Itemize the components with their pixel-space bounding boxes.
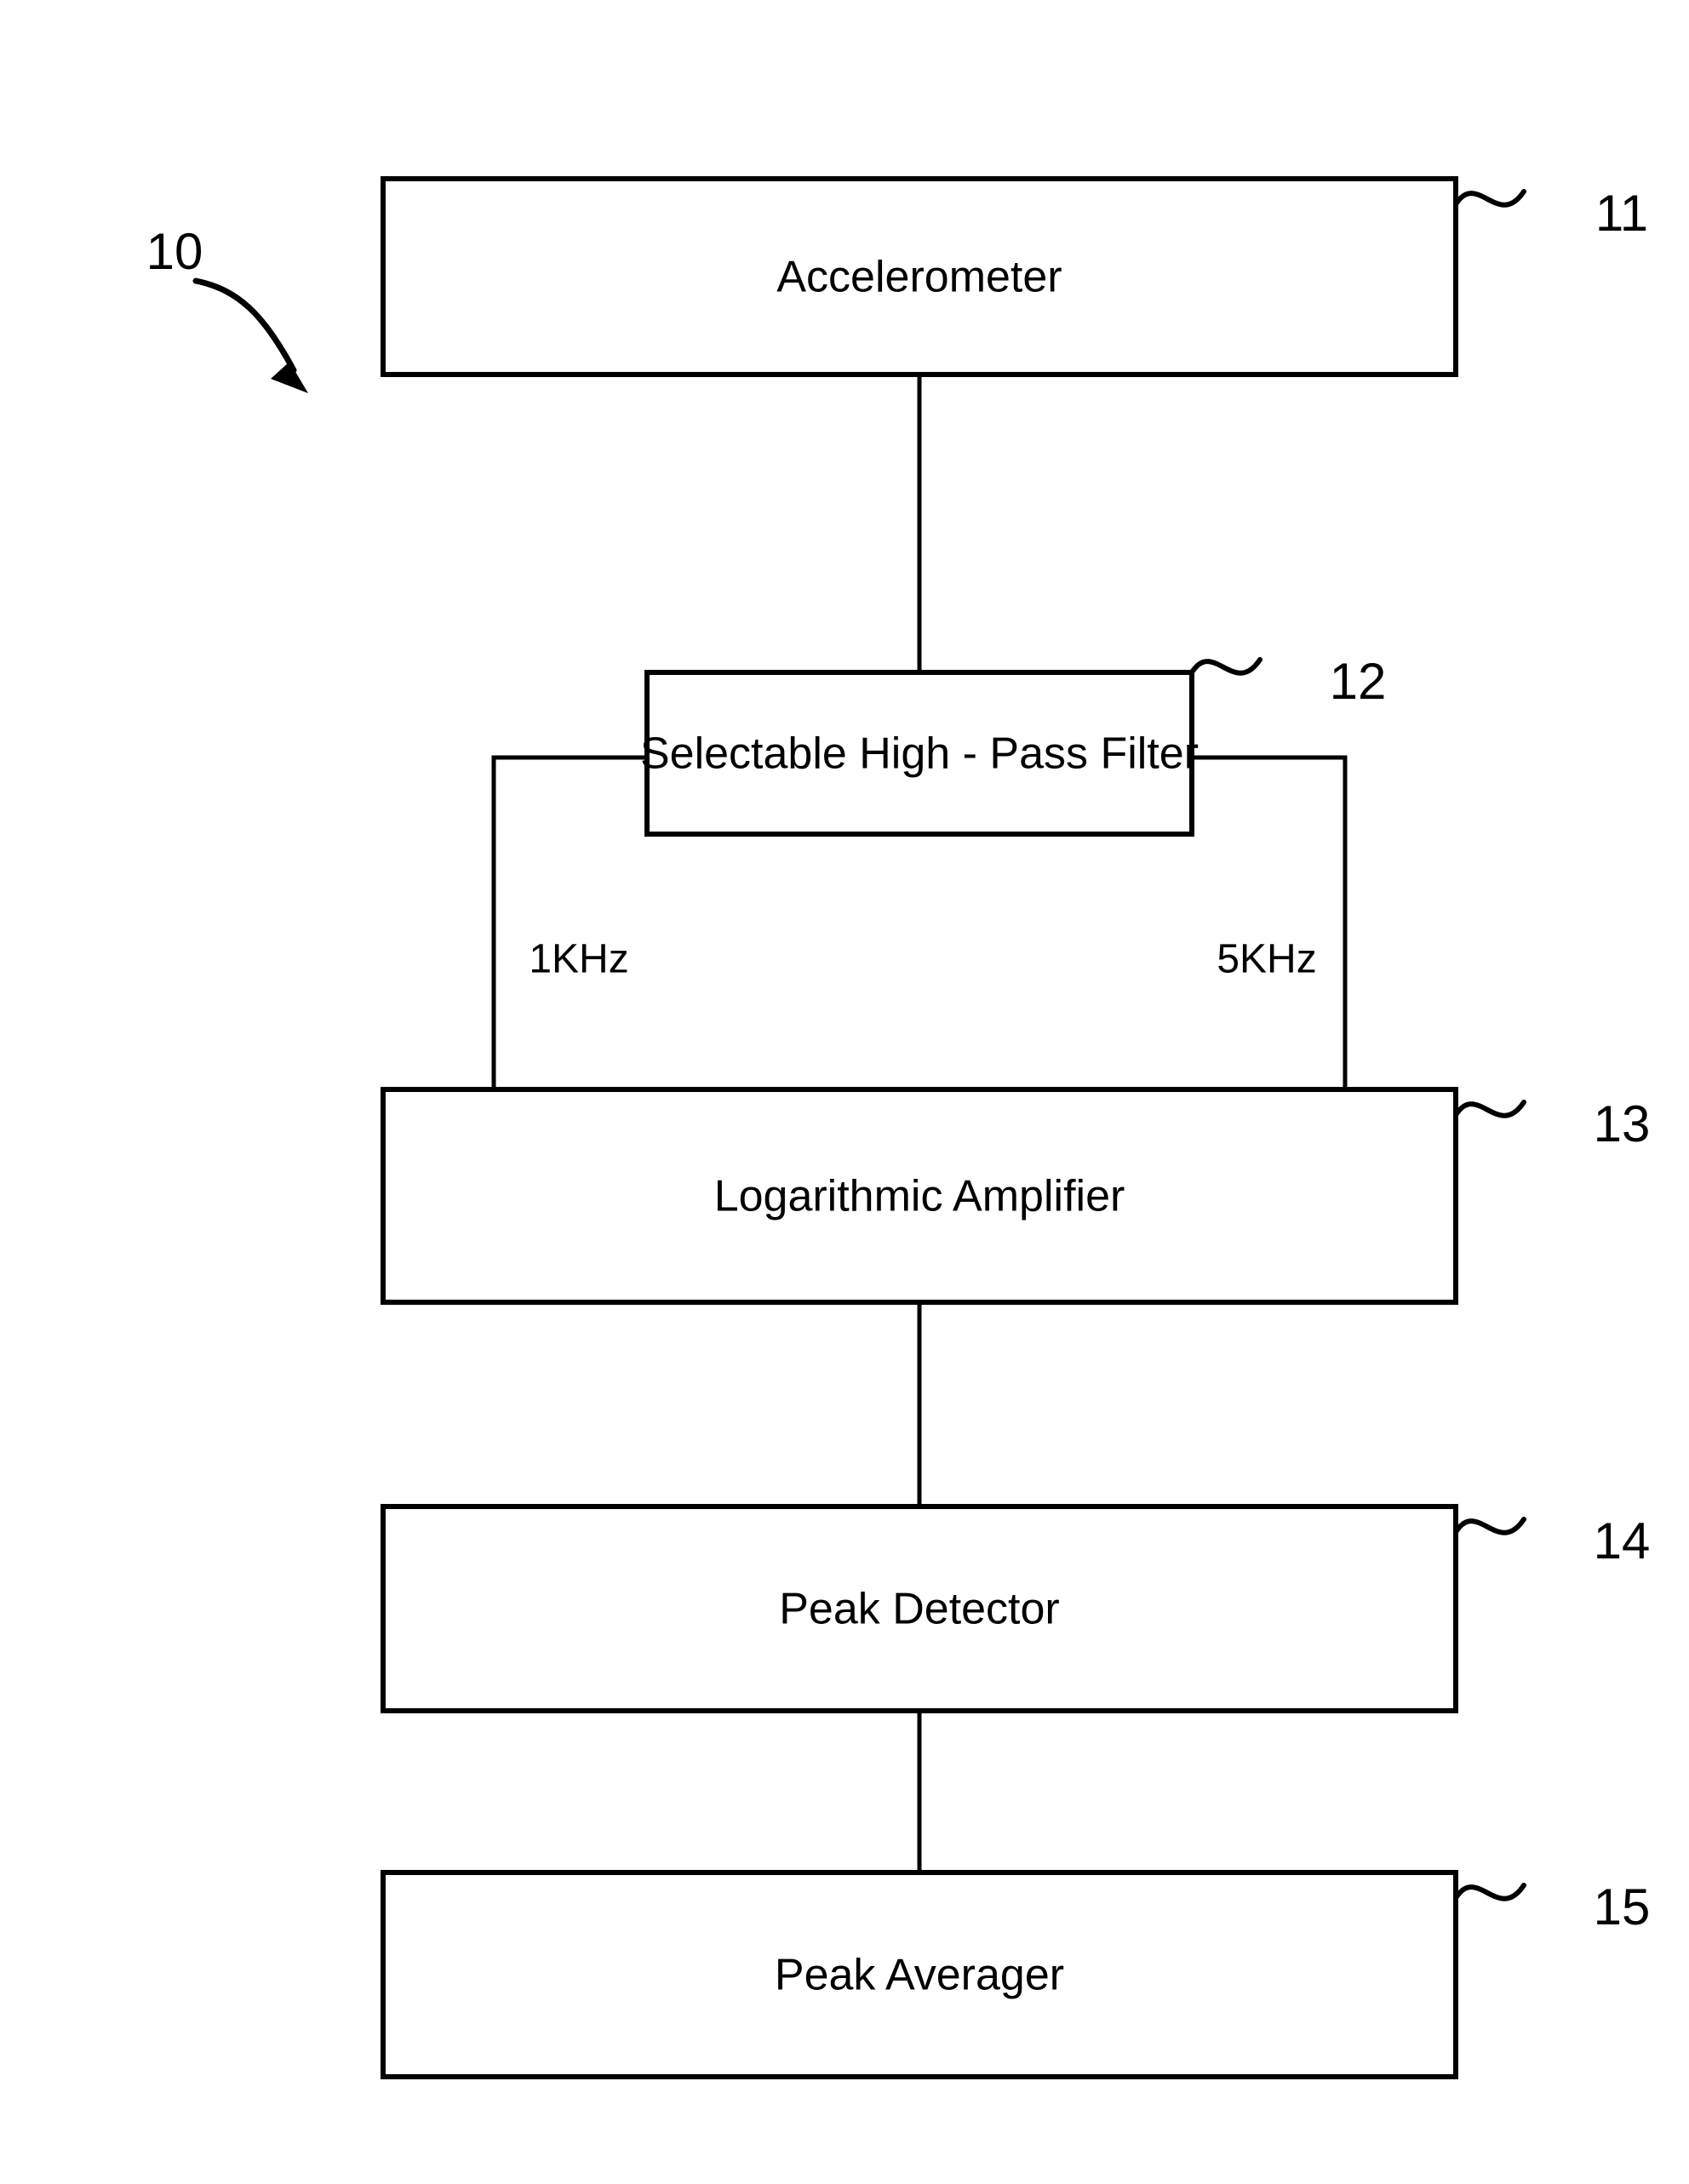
label-peakavg: Peak Averager [775,1951,1064,2000]
label-logamp: Logarithmic Amplifier [714,1172,1125,1221]
label-peakdet: Peak Detector [779,1585,1060,1634]
ref-filter: 12 [1330,653,1387,710]
squiggle-accelerometer [1456,192,1524,205]
ref-peakavg: 15 [1594,1878,1651,1935]
squiggle-logamp [1456,1102,1524,1116]
diagram-ref: 10 [146,223,203,280]
squiggle-filter [1192,660,1260,673]
diagram-ref-arrow-head [271,362,308,393]
label-filter: Selectable High - Pass Filter [640,729,1199,779]
edge-label-left: 1KHz [529,937,628,982]
squiggle-peakavg [1456,1885,1524,1899]
diagram-ref-arrow-shaft [196,281,294,370]
connector-filter_left [494,758,647,1089]
connector-filter_right [1192,758,1345,1089]
ref-accelerometer: 11 [1595,185,1648,242]
label-accelerometer: Accelerometer [776,253,1062,302]
edge-label-right: 5KHz [1217,937,1316,982]
ref-peakdet: 14 [1594,1512,1651,1569]
ref-logamp: 13 [1594,1095,1651,1152]
squiggle-peakdet [1456,1519,1524,1533]
